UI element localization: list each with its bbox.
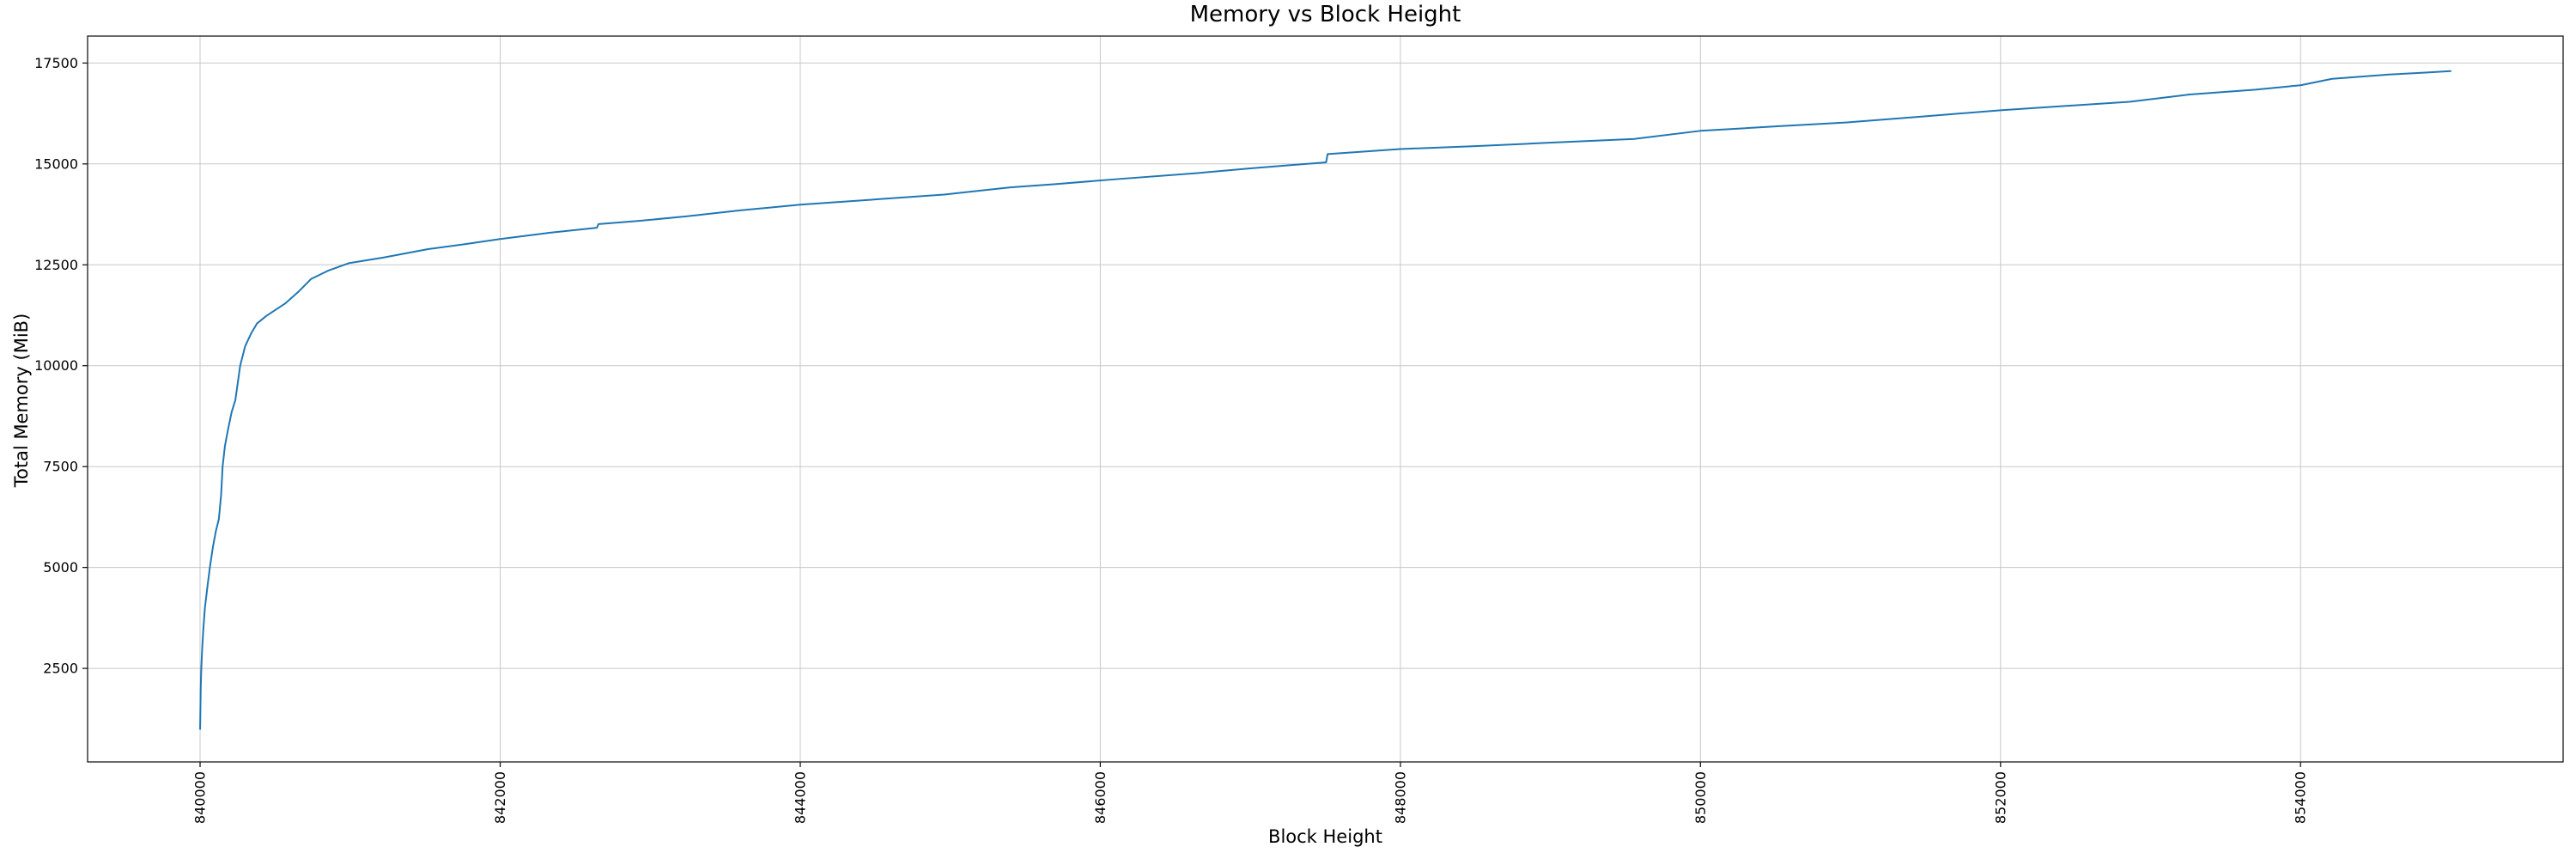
y-tick-label: 15000 [34,155,78,172]
y-tick-label: 10000 [34,357,78,374]
x-tick-label: 848000 [1392,771,1408,824]
y-tick-label: 7500 [43,459,78,475]
x-tick-label: 842000 [492,771,508,824]
y-tick-label: 2500 [43,661,78,677]
x-tick-label: 846000 [1092,771,1109,824]
x-tick-label: 854000 [2293,771,2309,824]
y-tick-label: 12500 [34,257,78,273]
y-tick-label: 17500 [34,55,78,71]
memory-data-line [199,70,2451,730]
y-tick-label: 5000 [43,559,78,576]
x-tick-label: 840000 [192,771,209,824]
x-axis-title: Block Height [1268,826,1382,847]
x-tick-label: 850000 [1692,771,1709,824]
axes-spines [87,35,2564,763]
x-tick-label: 852000 [1992,771,2008,824]
chart-title: Memory vs Block Height [1189,2,1461,27]
x-tick-label: 844000 [793,771,809,824]
